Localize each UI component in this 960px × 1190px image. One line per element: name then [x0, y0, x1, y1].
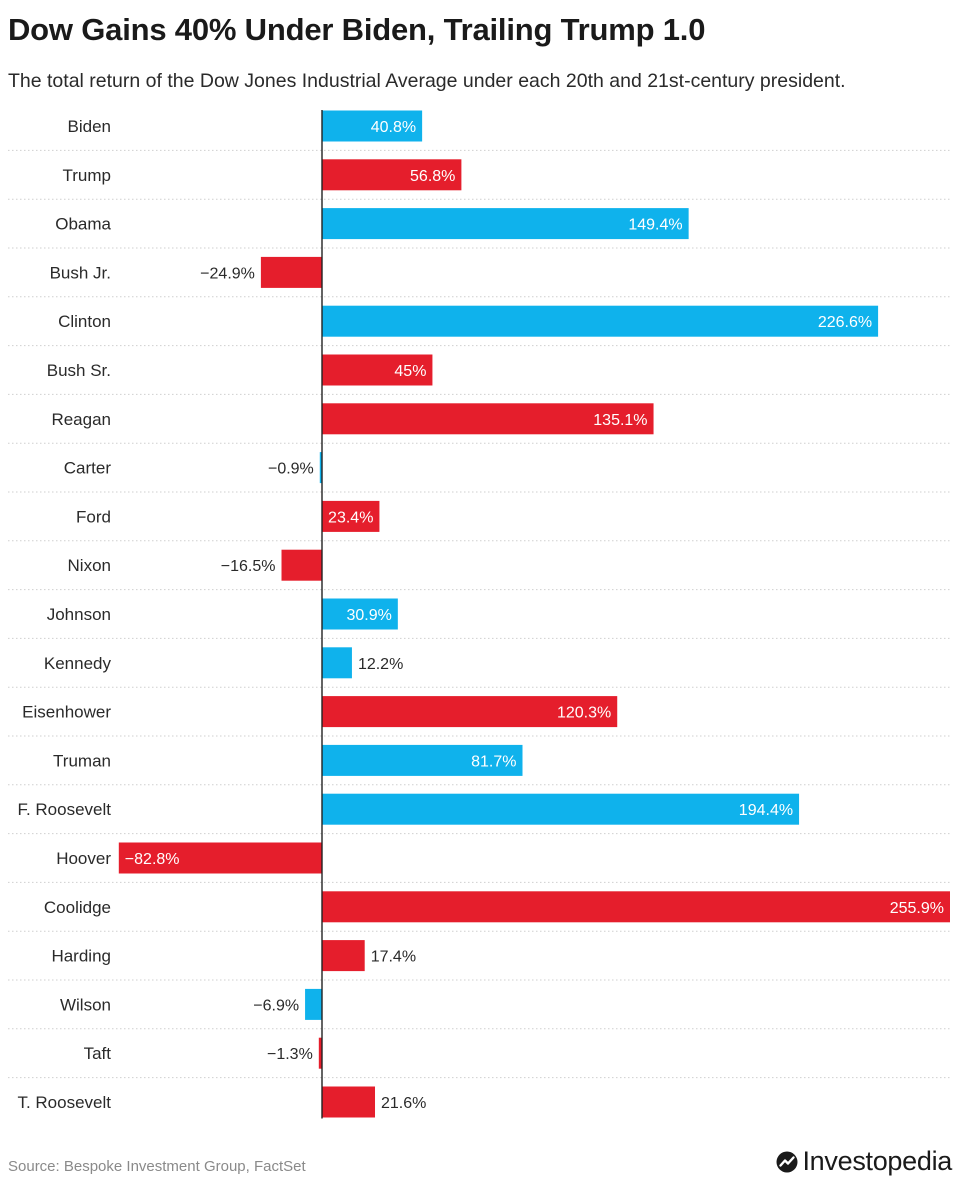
category-label: Coolidge: [44, 898, 111, 917]
value-label: 21.6%: [381, 1095, 426, 1112]
value-label: −16.5%: [221, 558, 276, 575]
category-label: F. Roosevelt: [17, 800, 111, 819]
source-note: Source: Bespoke Investment Group, FactSe…: [8, 1158, 306, 1175]
bar: [322, 159, 462, 191]
category-label: Bush Sr.: [47, 361, 111, 380]
bar: [322, 500, 380, 532]
category-label: Eisenhower: [22, 703, 111, 722]
value-label: −82.8%: [125, 851, 180, 868]
category-label: Ford: [76, 507, 111, 526]
bar: [322, 598, 398, 630]
bar-chart: Biden 40.8% Trump 56.8% Obama 149.4% Bush Jr. −…: [8, 110, 952, 1119]
bar: [322, 305, 879, 337]
bar: [322, 354, 433, 386]
category-label: Bush Jr.: [50, 263, 111, 282]
category-label: Biden: [68, 117, 111, 136]
bar: [322, 793, 800, 825]
bar: [322, 1086, 376, 1118]
category-label: Obama: [55, 215, 111, 234]
bar: [322, 940, 365, 972]
value-label: 12.2%: [358, 656, 403, 673]
brand-logo: Investopedia: [776, 1146, 952, 1177]
value-label: 30.9%: [346, 607, 391, 624]
value-label: 40.8%: [371, 119, 416, 136]
category-label: Clinton: [58, 312, 111, 331]
bar: [322, 647, 352, 679]
value-label: 149.4%: [628, 217, 682, 234]
value-label: 23.4%: [328, 509, 373, 526]
value-label: −1.3%: [267, 1046, 313, 1063]
bar: [318, 1037, 322, 1069]
category-label: Taft: [84, 1044, 112, 1063]
category-label: Harding: [51, 947, 111, 966]
bar: [322, 208, 689, 240]
bar: [322, 403, 654, 435]
value-label: 45%: [394, 363, 426, 380]
bar: [322, 696, 618, 728]
value-label: 135.1%: [593, 412, 647, 429]
bar: [319, 452, 322, 484]
category-label: Kennedy: [44, 654, 112, 673]
category-label: Carter: [64, 459, 112, 478]
category-label: Reagan: [51, 410, 111, 429]
value-label: 255.9%: [890, 900, 944, 917]
category-label: Hoover: [56, 849, 111, 868]
brand-name: Investopedia: [802, 1146, 952, 1176]
category-label: Johnson: [47, 605, 111, 624]
value-label: 194.4%: [739, 802, 793, 819]
bar: [322, 110, 423, 142]
category-label: Truman: [53, 751, 111, 770]
value-label: 56.8%: [410, 168, 455, 185]
bar: [322, 891, 950, 923]
bar: [118, 842, 322, 874]
category-label: Wilson: [60, 995, 111, 1014]
value-label: −24.9%: [200, 265, 255, 282]
category-label: Trump: [63, 166, 112, 185]
category-label: T. Roosevelt: [17, 1093, 111, 1112]
value-label: 120.3%: [557, 705, 611, 722]
bar: [260, 256, 322, 288]
bar: [322, 744, 523, 776]
chart-subtitle: The total return of the Dow Jones Indust…: [8, 70, 846, 92]
investopedia-logo-icon: [776, 1151, 798, 1172]
value-label: −0.9%: [268, 461, 314, 478]
category-label: Nixon: [68, 556, 111, 575]
bar: [281, 549, 322, 581]
value-label: 81.7%: [471, 753, 516, 770]
chart-title: Dow Gains 40% Under Biden, Trailing Trum…: [8, 12, 706, 47]
bar: [305, 988, 322, 1020]
value-label: −6.9%: [253, 997, 299, 1014]
value-label: 226.6%: [818, 314, 872, 331]
value-label: 17.4%: [371, 949, 416, 966]
